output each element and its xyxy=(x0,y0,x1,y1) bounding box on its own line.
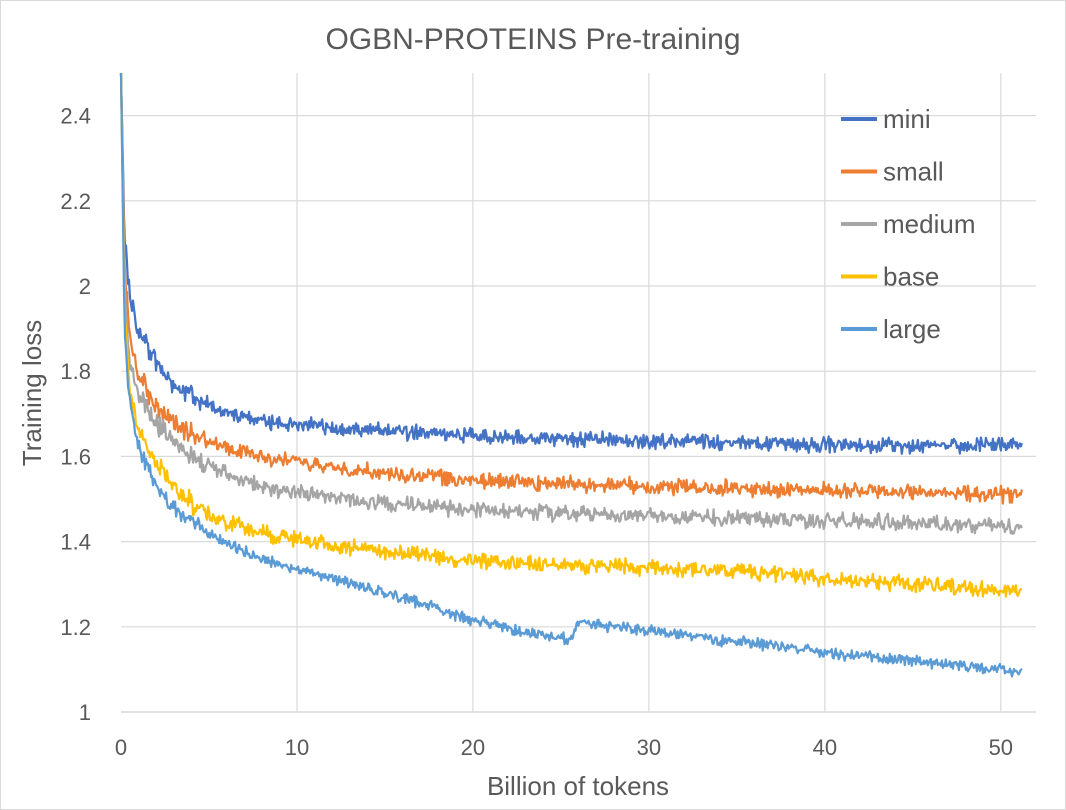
series-lines xyxy=(119,72,1023,678)
legend-label-medium: medium xyxy=(883,209,975,239)
y-tick-label: 1.2 xyxy=(60,615,91,640)
x-tick-label: 20 xyxy=(461,735,485,760)
x-tick-label: 0 xyxy=(115,735,127,760)
x-tick-label: 40 xyxy=(813,735,837,760)
y-axis-title: Training loss xyxy=(17,320,47,466)
x-tick-label: 10 xyxy=(285,735,309,760)
y-tick-label: 2.2 xyxy=(60,189,91,214)
y-tick-label: 2.4 xyxy=(60,104,91,129)
x-tick-label: 30 xyxy=(637,735,661,760)
series-line-mini xyxy=(119,72,1023,455)
series-line-large xyxy=(119,72,1023,678)
legend-label-base: base xyxy=(883,262,939,292)
y-tick-label: 1.6 xyxy=(60,444,91,469)
y-tick-label: 1.8 xyxy=(60,359,91,384)
series-line-medium xyxy=(119,72,1023,535)
y-tick-label: 1.4 xyxy=(60,530,91,555)
legend-label-mini: mini xyxy=(883,104,931,134)
x-tick-label: 50 xyxy=(989,735,1013,760)
tick-labels: 1 1.2 1.4 1.6 1.8 2 2.2 2.4 0 10 20 30 40 50 xyxy=(60,104,1013,760)
legend-label-large: large xyxy=(883,314,941,344)
y-tick-label: 2 xyxy=(79,274,91,299)
legend: mini small medium base large xyxy=(841,104,975,344)
legend-label-small: small xyxy=(883,157,944,187)
series-line-small xyxy=(119,72,1023,505)
x-axis-title: Billion of tokens xyxy=(487,771,669,801)
y-tick-label: 1 xyxy=(79,700,91,725)
chart-title: OGBN-PROTEINS Pre-training xyxy=(325,23,740,56)
series-line-base xyxy=(119,72,1023,598)
